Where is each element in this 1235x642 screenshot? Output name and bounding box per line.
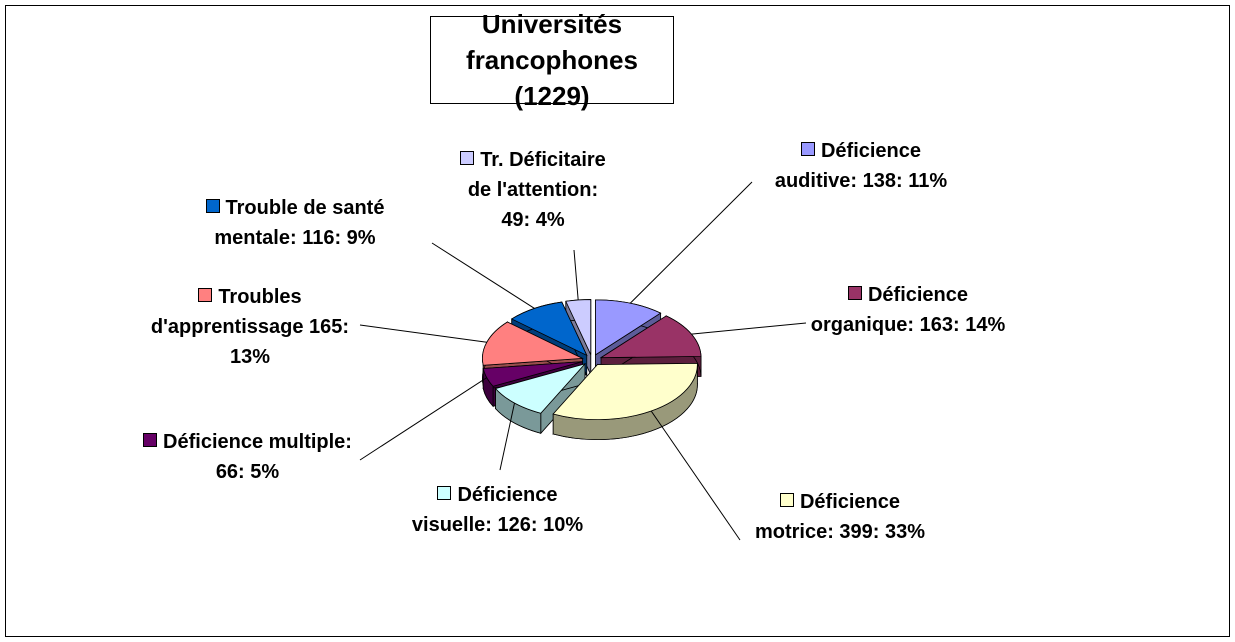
data-label: Déficience motrice: 399: 33%: [745, 487, 935, 547]
legend-key: [437, 486, 452, 500]
label-text: Troubles d'apprentissage 165: 13%: [150, 286, 350, 368]
label-text: Trouble de santé mentale: 116: 9%: [214, 197, 385, 249]
label-text: Déficience motrice: 399: 33%: [754, 491, 926, 543]
data-label: Déficience visuelle: 126: 10%: [405, 480, 590, 540]
label-text: Tr. Déficitaire de l'attention: 49: 4%: [467, 149, 606, 231]
pie-slice: [482, 361, 583, 387]
leader-line: [691, 322, 807, 335]
leader-line: [650, 410, 741, 541]
pie-slice: [552, 362, 698, 421]
leader-line: [431, 242, 535, 309]
legend-key: [460, 151, 475, 165]
legend-key: [800, 142, 815, 156]
data-label: Trouble de santé mentale: 116: 9%: [180, 193, 410, 253]
legend-key: [205, 199, 220, 213]
label-text: Déficience visuelle: 126: 10%: [411, 484, 584, 536]
data-label: Déficience multiple: 66: 5%: [135, 427, 360, 487]
data-label: Tr. Déficitaire de l'attention: 49: 4%: [458, 145, 608, 235]
leader-line: [359, 377, 488, 461]
chart-frame: [5, 5, 1230, 637]
label-text: Déficience organique: 163: 14%: [810, 284, 1006, 336]
chart-title: Universités francophones (1229): [430, 9, 674, 111]
legend-key: [198, 288, 213, 302]
legend-key: [847, 286, 862, 300]
leader-line: [359, 324, 487, 343]
data-label: Déficience auditive: 138: 11%: [766, 136, 956, 196]
pie-slice: [599, 315, 702, 359]
data-label: Déficience organique: 163: 14%: [808, 280, 1008, 340]
leader-line: [629, 181, 753, 304]
leader-line: [573, 249, 579, 301]
pie-slice: [482, 321, 584, 366]
leader-line: [499, 402, 516, 471]
pie-slice: [595, 299, 662, 356]
data-label: Troubles d'apprentissage 165: 13%: [135, 282, 365, 372]
pie-slice: [494, 363, 587, 414]
pie-slice: [565, 299, 592, 355]
legend-key: [779, 493, 794, 507]
label-text: Déficience multiple: 66: 5%: [163, 431, 352, 483]
legend-key: [143, 433, 158, 447]
label-text: Déficience auditive: 138: 11%: [774, 140, 948, 192]
